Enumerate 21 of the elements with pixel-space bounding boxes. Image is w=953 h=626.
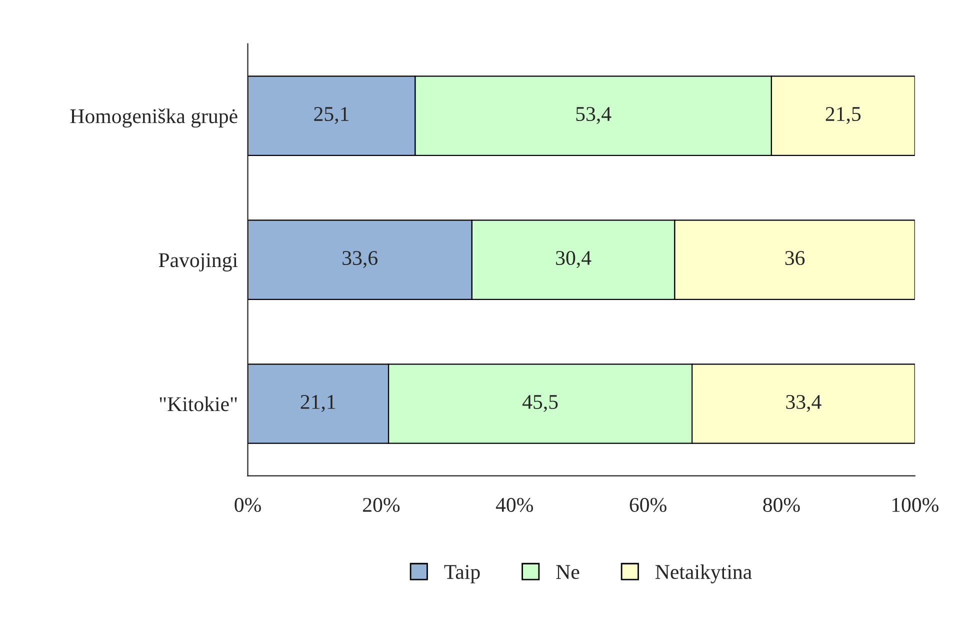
y-tick-label: Homogeniška grupė	[70, 108, 238, 128]
y-tick-label: Pavojingi	[158, 253, 238, 272]
data-label: 21,5	[826, 107, 861, 124]
legend-label: Taip	[444, 565, 480, 584]
y-tick-label: "Kitokie"	[160, 396, 237, 412]
x-tick-label: 20%	[363, 498, 400, 512]
data-label: 25,1	[314, 107, 348, 124]
data-label: 36	[785, 251, 805, 266]
data-label: 21,1	[300, 394, 336, 412]
x-tick-label: 80%	[763, 498, 800, 512]
x-tick-label: 60%	[630, 498, 666, 512]
data-label: 33,4	[786, 394, 822, 412]
data-label: 30,4	[556, 250, 592, 268]
legend-label: Ne	[556, 565, 580, 580]
data-label: 45,5	[522, 395, 558, 412]
x-tick-label: 40%	[496, 498, 534, 512]
x-tick-label: 0%	[234, 498, 261, 512]
data-label: 53,4	[576, 107, 612, 124]
x-tick-label: 100%	[892, 498, 938, 512]
legend-label: Netaikytina	[656, 564, 752, 584]
data-label: 33,6	[342, 251, 378, 268]
